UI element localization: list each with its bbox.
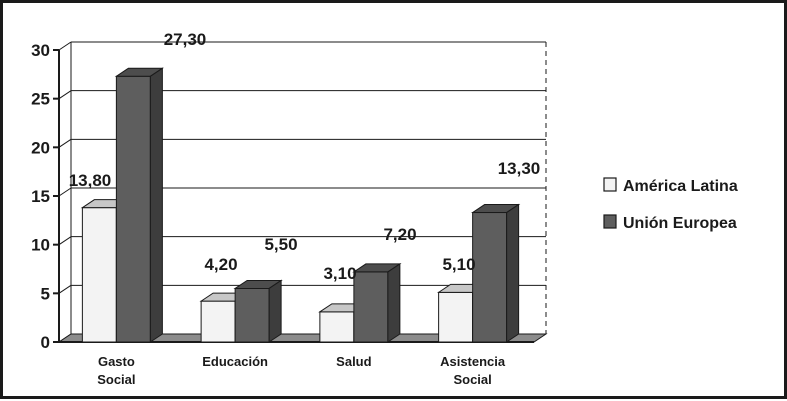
bar-side [149,67,163,343]
bar-front [234,287,270,343]
legend-swatch [603,177,617,192]
y-tick-label: 5 [41,284,50,303]
bar-front [438,291,474,343]
y-tick-label: 0 [41,333,50,352]
data-label: 13,30 [498,159,541,178]
bar-chart: 0 5 10 15 20 25 30 13,80 4,20 3,10 5,10 27,30 5,50 7,… [31,30,738,387]
legend-label: América Latina [623,178,738,195]
gridline-connector [58,187,72,197]
bar-side [387,262,401,343]
legend-swatch [603,214,617,229]
y-tick-label: 20 [31,138,50,157]
bar-side [506,203,520,343]
gridline-connector [58,284,72,294]
gridline-connector [58,138,72,148]
y-tick-label: 30 [31,41,50,60]
x-tick-label: Educación [202,354,268,369]
bar-front [319,311,355,343]
legend-label: Unión Europea [623,215,737,232]
bar-front [472,212,508,343]
data-label: 4,20 [204,255,237,274]
gridline-connector [58,41,72,51]
y-tick-label: 10 [31,236,50,255]
data-label: 5,10 [442,255,475,274]
gridline-connector [58,236,72,246]
data-label: 3,10 [323,264,356,283]
x-tick-label: Asistencia [440,354,506,369]
bar-front [81,207,117,343]
bar-front [115,75,151,343]
y-tick-label: 25 [31,90,50,109]
data-label: 7,20 [383,225,416,244]
bar-side [268,279,282,343]
x-tick-label: Salud [336,354,371,369]
data-label: 13,80 [69,171,112,190]
gridline-connector [58,90,72,100]
data-label: 27,30 [164,30,207,49]
bar-front [353,271,389,343]
bar-front [200,300,236,343]
y-tick-label: 15 [31,187,50,206]
x-tick-label: Social [453,372,491,387]
x-tick-label: Gasto [98,354,135,369]
x-tick-label: Social [97,372,135,387]
data-label: 5,50 [264,235,297,254]
